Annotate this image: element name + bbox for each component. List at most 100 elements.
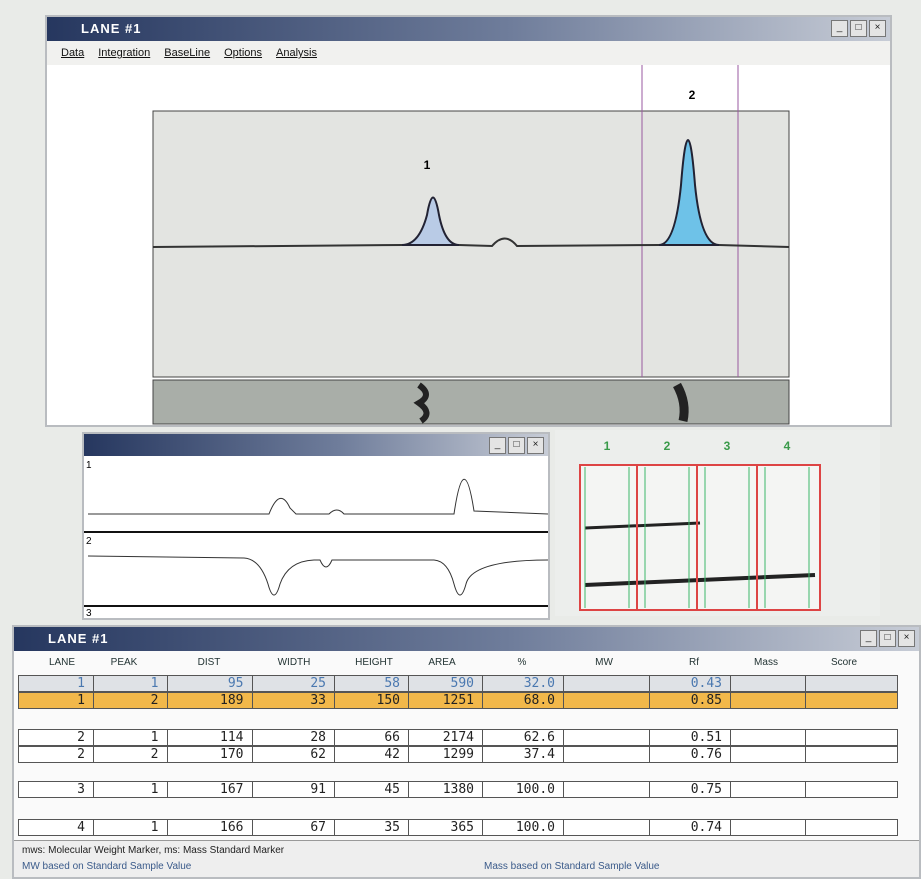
menu-item[interactable]: Options <box>224 47 262 59</box>
minimize[interactable]: _ <box>860 630 877 647</box>
menu-item[interactable]: Data <box>61 47 84 59</box>
table-cell: 4 <box>15 819 85 836</box>
table-cell: 32.0 <box>485 675 555 692</box>
cell-divider <box>482 819 483 836</box>
cell-divider <box>408 692 409 709</box>
cell-divider <box>649 746 650 763</box>
cell-divider <box>334 692 335 709</box>
table-cell: 100.0 <box>485 819 555 836</box>
table-cell: 62 <box>256 746 326 763</box>
maximize[interactable]: □ <box>879 630 896 647</box>
cell-divider <box>167 675 168 692</box>
table-cell: 2 <box>89 692 159 709</box>
window-buttons: _□× <box>489 437 544 454</box>
table-cell: 2174 <box>404 729 474 746</box>
table-cell: 95 <box>174 675 244 692</box>
table-cell: 114 <box>174 729 244 746</box>
cell-divider <box>805 746 806 763</box>
cell-divider <box>334 729 335 746</box>
trace <box>88 479 548 514</box>
cell-divider <box>563 675 564 692</box>
menu-item[interactable]: Integration <box>98 47 150 59</box>
table-cell: 1 <box>89 781 159 798</box>
column-header: MW <box>595 657 613 668</box>
table-cell: 1 <box>15 692 85 709</box>
cell-divider <box>93 781 94 798</box>
table-cell: 1251 <box>404 692 474 709</box>
status-text: Mass based on Standard Sample Value <box>484 861 659 872</box>
cell-divider <box>252 819 253 836</box>
trace-label: 3 <box>86 608 92 618</box>
trace-label: 2 <box>86 536 92 547</box>
table-cell: 1 <box>89 675 159 692</box>
maximize[interactable]: □ <box>508 437 525 454</box>
table-cell: 1299 <box>404 746 474 763</box>
table-cell: 1 <box>89 819 159 836</box>
menu-item[interactable]: Analysis <box>276 47 317 59</box>
cell-divider <box>730 819 731 836</box>
cell-divider <box>649 692 650 709</box>
menu-item[interactable]: BaseLine <box>164 47 210 59</box>
table-cell: 365 <box>404 819 474 836</box>
close[interactable]: × <box>869 20 886 37</box>
status-text: mws: Molecular Weight Marker, ms: Mass S… <box>22 845 284 856</box>
table-cell: 42 <box>330 746 400 763</box>
lane-label: 4 <box>784 439 791 453</box>
cell-divider <box>649 675 650 692</box>
column-header: HEIGHT <box>355 657 393 668</box>
maximize[interactable]: □ <box>850 20 867 37</box>
table-cell: 25 <box>256 675 326 692</box>
table-cell: 91 <box>256 781 326 798</box>
cell-divider <box>805 692 806 709</box>
table-cell: 3 <box>15 781 85 798</box>
cell-divider <box>167 781 168 798</box>
column-header: Score <box>831 657 857 668</box>
table-cell: 67 <box>256 819 326 836</box>
cell-divider <box>730 746 731 763</box>
table-cell: 590 <box>404 675 474 692</box>
table-cell: 1 <box>89 729 159 746</box>
close[interactable]: × <box>898 630 915 647</box>
minimize[interactable]: _ <box>489 437 506 454</box>
cell-divider <box>252 675 253 692</box>
peak-label: 1 <box>424 158 431 172</box>
lane-label: 3 <box>724 439 731 453</box>
column-header: DIST <box>198 657 221 668</box>
cell-divider <box>730 692 731 709</box>
close[interactable]: × <box>527 437 544 454</box>
cell-divider <box>563 819 564 836</box>
table-cell: 166 <box>174 819 244 836</box>
cell-divider <box>252 781 253 798</box>
cell-divider <box>252 692 253 709</box>
cell-divider <box>408 781 409 798</box>
column-header: Rf <box>689 657 699 668</box>
cell-divider <box>730 781 731 798</box>
cell-divider <box>649 729 650 746</box>
table-cell: 0.76 <box>652 746 722 763</box>
cell-divider <box>167 729 168 746</box>
cell-divider <box>252 746 253 763</box>
cell-divider <box>252 729 253 746</box>
cell-divider <box>93 692 94 709</box>
table-cell: 2 <box>15 746 85 763</box>
trace <box>88 556 548 595</box>
menu-bar: Data Integration BaseLine Options Analysis <box>47 41 890 65</box>
table-cell: 1 <box>15 675 85 692</box>
window-title: LANE #1 <box>48 631 108 646</box>
minimize[interactable]: _ <box>831 20 848 37</box>
table-cell: 35 <box>330 819 400 836</box>
table-cell: 189 <box>174 692 244 709</box>
cell-divider <box>649 819 650 836</box>
lane-frame <box>580 465 820 610</box>
column-header: WIDTH <box>278 657 311 668</box>
title-bar: LANE #1 <box>14 627 919 651</box>
lane-label: 1 <box>604 439 611 453</box>
window-buttons: _□× <box>860 630 915 647</box>
cell-divider <box>805 675 806 692</box>
table-cell: 68.0 <box>485 692 555 709</box>
table-cell: 0.43 <box>652 675 722 692</box>
cell-divider <box>93 746 94 763</box>
